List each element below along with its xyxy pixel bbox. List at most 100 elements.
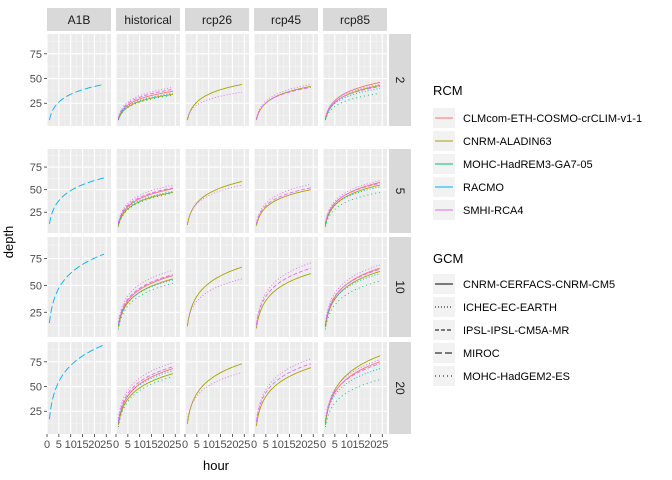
- x-tick-label: 15: [145, 439, 157, 451]
- panel-background: [254, 237, 318, 337]
- panel-historical-20: [115, 342, 180, 434]
- strip-col-label-rcp26: rcp26: [202, 13, 232, 27]
- panel-rcp26-20: [184, 342, 249, 434]
- x-tick-label: 0: [113, 439, 119, 451]
- panel-rcp85-5: [322, 149, 387, 233]
- series-line: [324, 92, 380, 121]
- series-line: [117, 275, 174, 327]
- panel-background: [323, 149, 387, 233]
- series-line: [117, 191, 173, 225]
- x-tick-label: 20: [226, 439, 238, 451]
- panel-background: [116, 237, 180, 337]
- panel-rcp26-10: [184, 237, 249, 337]
- series-line: [324, 355, 381, 426]
- series-line: [117, 188, 173, 225]
- panel-background: [323, 237, 387, 337]
- facet-strips: A1B historical rcp26 rcp45 rcp85 2 5 10 20: [47, 8, 411, 434]
- series-line: [48, 177, 105, 225]
- series-line: [255, 187, 311, 225]
- x-tick-label: 20: [364, 439, 376, 451]
- panel-background: [47, 149, 111, 233]
- strip-col-label-A1B: A1B: [68, 13, 91, 27]
- strip-col-rcp85: [323, 8, 387, 31]
- x-tick-label: 10: [272, 439, 284, 451]
- series-line: [324, 182, 380, 224]
- strip-col-label-historical: historical: [124, 13, 171, 27]
- legend-gcm-label: ICHEC-EC-EARTH: [463, 302, 557, 314]
- legend-gcm-label: MOHC-HadGEM2-ES: [463, 371, 570, 383]
- series-line: [117, 282, 174, 330]
- y-tick-label: 25: [30, 207, 42, 219]
- panel-background: [185, 237, 249, 337]
- y-tick-label: 75: [30, 49, 42, 61]
- series-line: [324, 264, 381, 323]
- strip-col-label-rcp45: rcp45: [271, 13, 301, 27]
- series-line: [117, 187, 173, 224]
- strip-row-5: [389, 149, 411, 233]
- x-axis-title: hour: [203, 458, 230, 473]
- strip-row-label-2: 2: [393, 77, 407, 84]
- panel-background: [185, 149, 249, 233]
- series-line: [117, 269, 174, 323]
- legend-gcm-label: IPSL-IPSL-CM5A-MR: [463, 325, 569, 337]
- panel-background: [47, 237, 111, 337]
- legend-gcm: GCM CNRM-CERFACS-CNRM-CM5 ICHEC-EC-EARTH I…: [433, 251, 615, 386]
- x-tick-label: 10: [203, 439, 215, 451]
- series-line: [255, 273, 312, 329]
- facet-panels: [46, 34, 387, 434]
- x-tick-label: 25: [238, 439, 250, 451]
- series-line: [324, 363, 381, 422]
- x-tick-label: 5: [194, 439, 200, 451]
- x-tick-label: 10: [65, 439, 77, 451]
- series-line: [186, 372, 243, 421]
- x-tick-label: 0: [320, 439, 326, 451]
- panel-background: [254, 342, 318, 434]
- panel-background: [47, 342, 111, 434]
- panel-background: [116, 342, 180, 434]
- series-line: [186, 184, 242, 224]
- series-line: [324, 184, 380, 226]
- panel-background: [185, 34, 249, 126]
- y-tick-label: 50: [30, 74, 42, 86]
- legend-rcm-label: MOHC-HadREM3-GA7-05: [463, 159, 593, 171]
- series-line: [255, 183, 311, 224]
- panel-rcp85-20: [322, 342, 387, 434]
- series-line: [324, 368, 381, 423]
- series-line: [255, 267, 312, 326]
- series-line: [186, 181, 242, 225]
- series-line: [117, 274, 174, 325]
- panel-A1B-5: [46, 149, 111, 233]
- series-line: [117, 366, 174, 422]
- series-line: [255, 262, 312, 325]
- strip-col-rcp26: [185, 8, 249, 31]
- x-tick-label: 15: [214, 439, 226, 451]
- series-line: [186, 363, 243, 425]
- series-line: [324, 361, 381, 425]
- strip-row-label-20: 20: [393, 381, 407, 395]
- legend-key-box: [433, 343, 455, 363]
- series-line: [186, 278, 242, 325]
- panel-rcp45-10: [253, 237, 318, 337]
- y-tick-label: 75: [30, 254, 42, 266]
- series-line: [117, 92, 173, 120]
- panel-rcp45-20: [253, 342, 318, 434]
- legend-rcm-label: SMHI-RCA4: [463, 205, 524, 217]
- x-tick-label: 5: [332, 439, 338, 451]
- panel-rcp45-5: [253, 149, 318, 233]
- series-line: [324, 191, 380, 227]
- x-tick-label: 20: [88, 439, 100, 451]
- strip-col-label-rcp85: rcp85: [340, 13, 370, 27]
- y-tick-label: 50: [30, 280, 42, 292]
- panel-rcp26-2: [184, 34, 249, 126]
- series-line: [255, 367, 312, 427]
- x-tick-label: 5: [56, 439, 62, 451]
- series-line: [324, 379, 381, 428]
- strip-col-historical: [116, 8, 180, 31]
- legend-rcm-title: RCM: [433, 83, 463, 98]
- legend-gcm-label: CNRM-CERFACS-CNRM-CM5: [463, 279, 615, 291]
- panel-background: [185, 342, 249, 434]
- panel-background: [323, 342, 387, 434]
- strip-row-2: [389, 34, 411, 126]
